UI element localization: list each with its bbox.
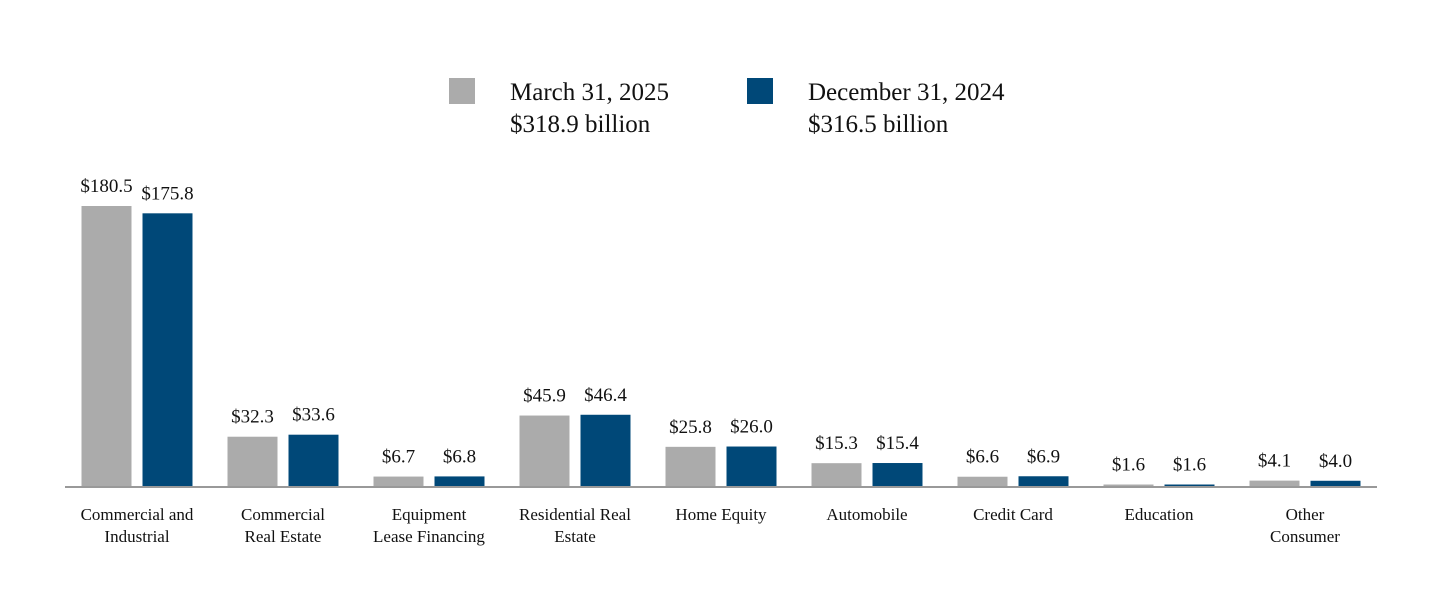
value-label: $6.7 bbox=[382, 447, 415, 468]
value-label: $175.8 bbox=[141, 183, 193, 204]
bar bbox=[142, 213, 193, 487]
value-label: $4.0 bbox=[1319, 451, 1352, 472]
x-tick-label: Education bbox=[1124, 505, 1194, 524]
bar bbox=[519, 415, 570, 487]
legend-swatch bbox=[449, 78, 475, 104]
bar bbox=[811, 463, 862, 487]
x-tick-label: Automobile bbox=[826, 505, 908, 524]
x-tick-label: Other Consumer bbox=[1270, 505, 1340, 546]
x-tick-label: Commercial and Industrial bbox=[80, 505, 194, 546]
legend-swatch bbox=[747, 78, 773, 104]
bar bbox=[434, 476, 485, 487]
bar bbox=[81, 206, 132, 487]
bar bbox=[288, 434, 339, 487]
bar bbox=[1018, 476, 1069, 487]
value-label: $180.5 bbox=[80, 176, 132, 197]
value-label: $15.3 bbox=[815, 433, 858, 454]
bar bbox=[227, 436, 278, 487]
value-label: $1.6 bbox=[1112, 455, 1145, 476]
legend-label: March 31, 2025 bbox=[510, 79, 669, 106]
bar bbox=[665, 446, 716, 487]
x-tick-label: Residential Real Estate bbox=[519, 505, 631, 546]
bar bbox=[373, 476, 424, 487]
x-tick-label: Commercial Real Estate bbox=[240, 505, 326, 546]
bar bbox=[726, 446, 777, 487]
x-tick-label: Equipment Lease Financing bbox=[373, 505, 485, 546]
value-label: $33.6 bbox=[292, 405, 335, 426]
bar bbox=[1164, 484, 1215, 487]
x-tick-label: Home Equity bbox=[675, 505, 767, 524]
value-label: $6.9 bbox=[1027, 446, 1060, 467]
bar bbox=[957, 476, 1008, 487]
value-label: $6.8 bbox=[443, 446, 476, 467]
bar bbox=[1103, 484, 1154, 487]
value-label: $15.4 bbox=[876, 433, 919, 454]
legend-total: $316.5 billion bbox=[808, 111, 949, 138]
value-label: $4.1 bbox=[1258, 451, 1291, 472]
value-label: $1.6 bbox=[1173, 455, 1206, 476]
value-label: $32.3 bbox=[231, 407, 274, 428]
x-tick-label: Credit Card bbox=[973, 505, 1053, 524]
value-label: $26.0 bbox=[730, 417, 773, 438]
value-label: $25.8 bbox=[669, 417, 712, 438]
bar bbox=[872, 463, 923, 487]
bar bbox=[1310, 480, 1361, 487]
bar bbox=[1249, 480, 1300, 487]
value-label: $46.4 bbox=[584, 385, 627, 406]
bar bbox=[580, 414, 631, 487]
value-label: $45.9 bbox=[523, 386, 566, 407]
value-label: $6.6 bbox=[966, 447, 999, 468]
legend-total: $318.9 billion bbox=[510, 111, 651, 138]
legend-label: December 31, 2024 bbox=[808, 79, 1005, 106]
